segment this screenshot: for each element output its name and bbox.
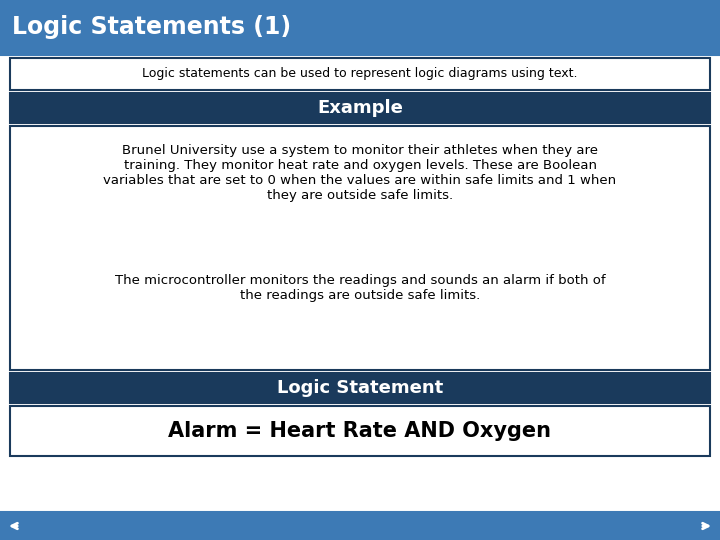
- Bar: [10, 406, 710, 456]
- Text: Alarm = Heart Rate AND Oxygen: Alarm = Heart Rate AND Oxygen: [168, 421, 552, 441]
- Text: The microcontroller monitors the readings and sounds an alarm if both of
the rea: The microcontroller monitors the reading…: [114, 274, 606, 302]
- Bar: [10, 93, 710, 123]
- Text: Logic Statements (1): Logic Statements (1): [12, 15, 291, 39]
- Bar: [10, 126, 710, 370]
- Bar: [0, 0, 720, 55]
- Bar: [0, 512, 720, 540]
- Text: Logic Statement: Logic Statement: [277, 379, 443, 397]
- Text: Logic statements can be used to represent logic diagrams using text.: Logic statements can be used to represen…: [143, 68, 577, 80]
- Text: Brunel University use a system to monitor their athletes when they are
training.: Brunel University use a system to monito…: [104, 144, 616, 202]
- Bar: [10, 58, 710, 90]
- Bar: [10, 373, 710, 403]
- Text: Example: Example: [317, 99, 403, 117]
